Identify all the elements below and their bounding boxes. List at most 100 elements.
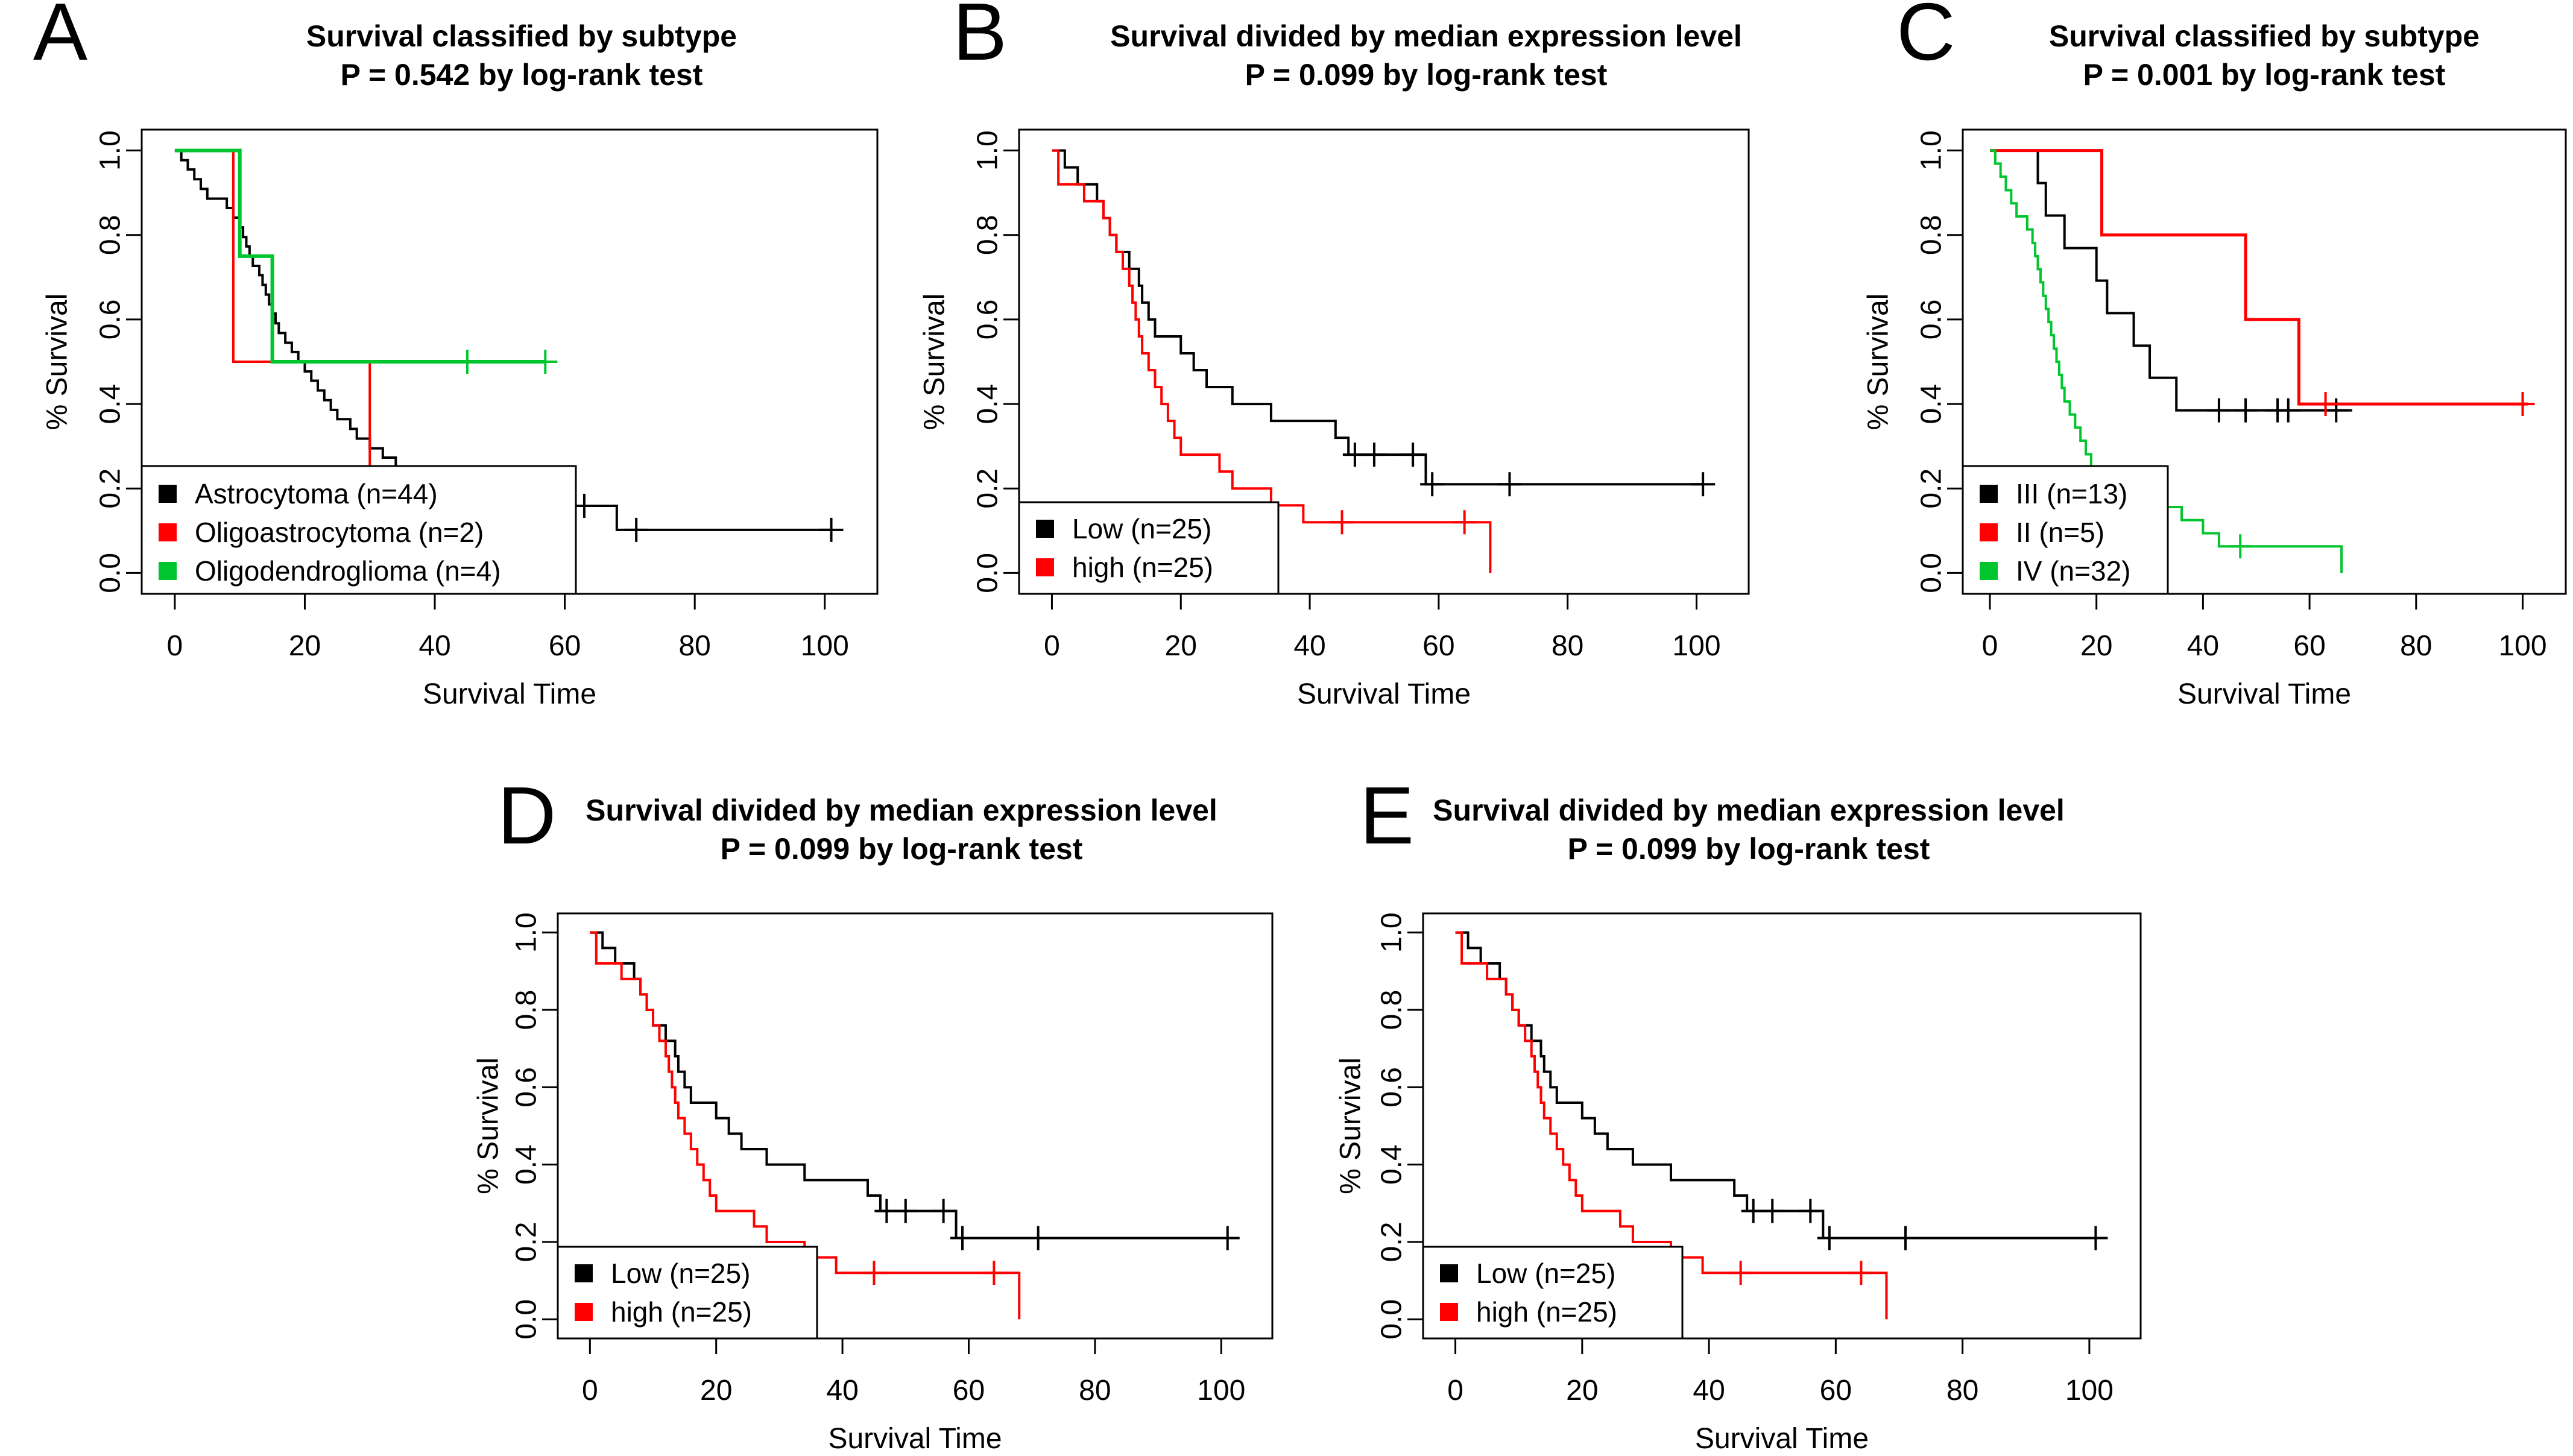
x-tick-label: 40 (2187, 630, 2219, 662)
subtitle-line: P = 0.099 by log-rank test (1567, 832, 1930, 866)
y-tick-label: 0.0 (95, 553, 127, 593)
panel-title: Survival classified by subtype P = 0.542… (306, 17, 737, 94)
y-tick-label: 0.2 (972, 468, 1004, 509)
panel-C: C Survival classified by subtype P = 0.0… (1833, 0, 2573, 760)
legend-label: high (n=25) (611, 1296, 752, 1328)
x-tick-label: 100 (1197, 1375, 1245, 1407)
x-tick-label: 20 (1566, 1375, 1598, 1407)
panel-A: A Survival classified by subtype P = 0.5… (0, 0, 904, 760)
x-tick-label: 40 (418, 630, 450, 662)
y-tick-label: 0.0 (1916, 553, 1948, 593)
y-tick-label: 0.6 (95, 300, 127, 340)
x-tick-label: 60 (953, 1375, 985, 1407)
survival-curve-oligodendroglioma-n-4- (174, 148, 546, 364)
km-plot-A: 0 20 40 60 80 100 0.0 0.2 0.4 0.6 0.8 1.0 Survival T… (42, 128, 879, 710)
x-tick-label: 0 (167, 630, 183, 662)
plot-box (557, 912, 1274, 1340)
x-tick-label: 80 (678, 630, 710, 662)
subtitle-line: P = 0.001 by log-rank test (2083, 58, 2446, 92)
x-tick-label: 100 (2065, 1375, 2114, 1407)
y-tick-label: 0.6 (1376, 1067, 1408, 1108)
y-axis-label: % Survival (919, 294, 951, 430)
survival-curve-astrocytoma-n-44- (174, 149, 832, 531)
x-axis-label: Survival Time (423, 678, 596, 710)
legend-swatch (1980, 562, 1998, 580)
panel-B: B Survival divided by median expression … (904, 0, 1779, 760)
legend-swatch (1440, 1264, 1458, 1282)
x-tick-label: 20 (700, 1375, 732, 1407)
legend-swatch (1980, 523, 1998, 541)
y-axis-label: % Survival (1863, 294, 1895, 430)
y-tick-label: 0.6 (972, 300, 1004, 340)
title-line: Survival classified by subtype (2048, 19, 2480, 53)
y-tick-label: 0.8 (1376, 990, 1408, 1030)
panel-letter-E: E (1360, 770, 1415, 861)
legend-label: high (n=25) (1476, 1296, 1617, 1328)
x-tick-label: 80 (1946, 1375, 1978, 1407)
y-tick-label: 0.4 (1916, 384, 1948, 424)
km-plot-C: 0 20 40 60 80 100 0.0 0.2 0.4 0.6 0.8 1.0 Survival T… (1863, 128, 2567, 710)
km-plot-B: 0 20 40 60 80 100 0.0 0.2 0.4 0.6 0.8 1.0 Survival T… (919, 128, 1750, 710)
y-tick-label: 0.8 (1916, 215, 1948, 255)
x-tick-label: 100 (801, 630, 849, 662)
x-tick-label: 60 (1820, 1375, 1852, 1407)
x-axis-label: Survival Time (1695, 1423, 1869, 1455)
legend-label: Astrocytoma (n=44) (195, 478, 438, 509)
survival-curve-high-n-25- (590, 931, 1021, 1320)
legend-swatch (159, 562, 177, 580)
panel-D: D Survival divided by median expression … (470, 770, 1345, 1456)
plot-box (1962, 128, 2567, 595)
subtitle-line: P = 0.099 by log-rank test (1245, 58, 1608, 92)
title-line: Survival divided by median expression le… (1110, 19, 1742, 53)
km-plot-E: 0 20 40 60 80 100 0.0 0.2 0.4 0.6 0.8 1.0 Survival T… (1335, 912, 2142, 1455)
y-tick-label: 0.0 (511, 1299, 543, 1340)
y-tick-label: 1.0 (511, 912, 543, 953)
legend-box (140, 465, 577, 595)
survival-curve-high-n-25- (1455, 931, 1888, 1320)
x-tick-label: 20 (1165, 630, 1197, 662)
legend-box (1018, 501, 1280, 595)
y-tick-label: 0.8 (972, 215, 1004, 255)
x-tick-label: 20 (289, 630, 321, 662)
panel-title: Survival divided by median expression le… (1433, 791, 2065, 868)
survival-curve-high-n-25- (1052, 149, 1492, 573)
x-tick-label: 60 (1422, 630, 1454, 662)
y-tick-label: 0.2 (1916, 468, 1948, 509)
y-tick-label: 0.4 (972, 384, 1004, 424)
title-line: Survival divided by median expression le… (1433, 793, 2065, 827)
legend-swatch (575, 1264, 593, 1282)
y-tick-label: 0.0 (1376, 1299, 1408, 1340)
legend-label: II (n=5) (2016, 517, 2104, 548)
x-tick-label: 100 (1672, 630, 1720, 662)
y-axis-label: % Survival (473, 1057, 505, 1194)
legend-label: III (n=13) (2016, 478, 2127, 509)
x-tick-label: 0 (582, 1375, 598, 1407)
x-tick-label: 60 (549, 630, 581, 662)
legend-label: IV (n=32) (2016, 555, 2131, 587)
legend-swatch (1440, 1303, 1458, 1321)
legend-swatch (1036, 520, 1054, 538)
legend-label: Low (n=25) (1476, 1258, 1615, 1289)
y-axis-label: % Survival (1335, 1057, 1367, 1194)
panel-letter-D: D (497, 770, 557, 861)
legend-swatch (575, 1303, 593, 1321)
x-tick-label: 80 (1079, 1375, 1111, 1407)
y-tick-label: 0.0 (972, 553, 1004, 593)
x-tick-label: 20 (2080, 630, 2112, 662)
panel-letter-A: A (33, 0, 88, 77)
y-tick-label: 0.2 (95, 468, 127, 509)
panel-E: E Survival divided by median expression … (1333, 770, 2153, 1456)
survival-curve-low-n-25- (1052, 149, 1703, 486)
y-tick-label: 0.8 (95, 215, 127, 255)
title-line: Survival divided by median expression le… (586, 793, 1217, 827)
panel-letter-C: C (1896, 0, 1956, 77)
y-tick-label: 0.6 (1916, 300, 1948, 340)
legend-swatch (1036, 558, 1054, 576)
y-tick-label: 1.0 (1376, 912, 1408, 953)
plot-box (1018, 128, 1750, 595)
km-plot-D: 0 20 40 60 80 100 0.0 0.2 0.4 0.6 0.8 1.0 Survival T… (473, 912, 1274, 1455)
legend-label: Oligoastrocytoma (n=2) (195, 517, 484, 548)
subtitle-line: P = 0.099 by log-rank test (720, 832, 1083, 866)
panel-title: Survival divided by median expression le… (1110, 17, 1742, 94)
survival-curve-low-n-25- (590, 931, 1228, 1240)
